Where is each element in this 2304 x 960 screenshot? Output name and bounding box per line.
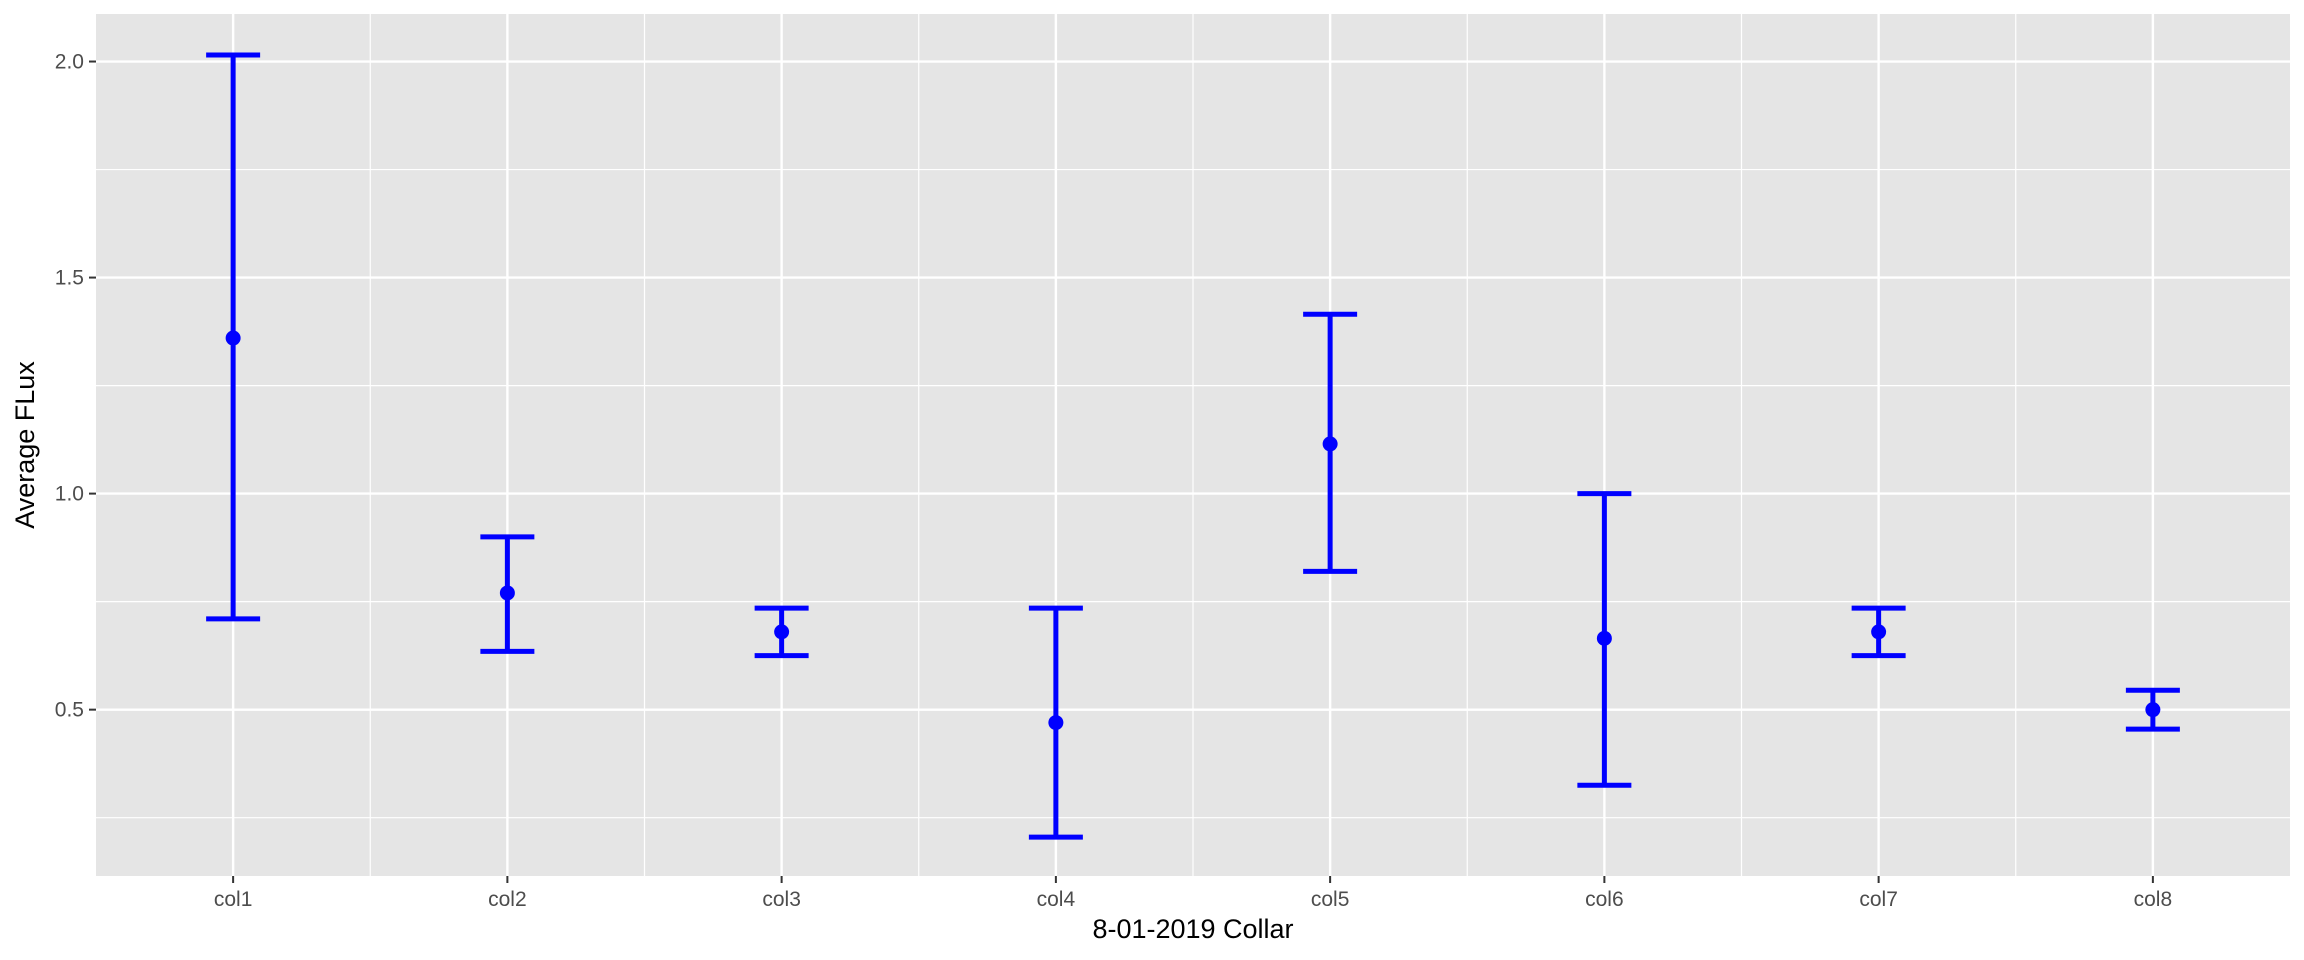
x-tick-label: col3 [762,888,801,911]
axis-ticks [89,60,2154,883]
x-tick-label: col6 [1585,888,1624,911]
data-point [1871,624,1887,640]
y-tick-label: 2.0 [55,51,84,74]
x-tick-label: col2 [488,888,527,911]
x-tick-labels: col1 col2 col3 col4 col5 col6 col7 col8 [214,888,2172,911]
y-tick-label: 1.0 [55,483,84,506]
x-tick-label: col1 [214,888,253,911]
x-tick-label: col7 [1859,888,1898,911]
x-tick-label: col8 [2134,888,2173,911]
data-point [225,330,241,346]
x-tick-label: col5 [1311,888,1350,911]
y-tick-label: 0.5 [55,699,84,722]
data-point [1048,715,1064,731]
data-point [774,624,790,640]
data-point [499,585,515,601]
data-point [1322,436,1338,452]
data-point [1596,630,1612,646]
y-tick-label: 1.5 [55,267,84,290]
minor-gridlines [96,14,2290,876]
x-axis-title: 8-01-2019 Collar [1092,914,1293,944]
y-axis-title: Average FLux [10,361,40,529]
data-point [2145,702,2161,718]
y-tick-labels: 0.5 1.0 1.5 2.0 [55,51,84,722]
x-tick-label: col4 [1037,888,1076,911]
data-points [225,330,2161,731]
